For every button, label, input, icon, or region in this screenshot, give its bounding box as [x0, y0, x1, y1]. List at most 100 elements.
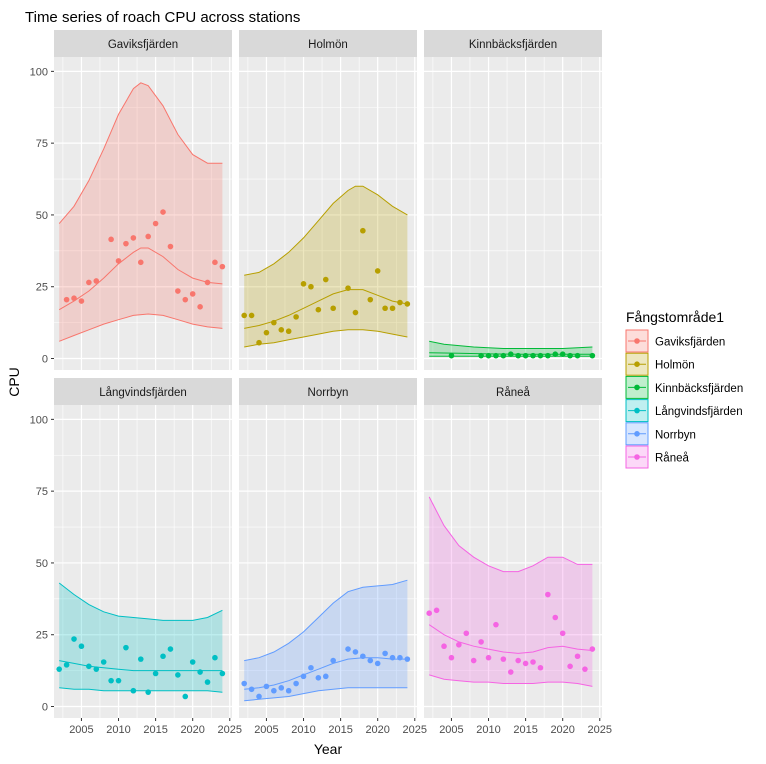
- lower-bound-line-gaviksfjarden: [59, 313, 223, 342]
- data-point-norrbyn: [271, 687, 277, 694]
- y-tick-label: 0: [42, 354, 48, 366]
- data-point-kinnbacksfjarden: [574, 352, 581, 359]
- y-tick-label: 75: [36, 138, 48, 150]
- x-tick-label: 2010: [291, 724, 315, 736]
- panel-background-holmon: [239, 57, 417, 370]
- data-point-holmon: [397, 299, 403, 306]
- data-point-kinnbacksfjarden: [522, 352, 529, 359]
- data-point-ranea: [448, 654, 455, 661]
- legend-label-gaviksfjarden: Gaviksfjärden: [655, 337, 725, 349]
- legend-label-kinnbacksfjarden: Kinnbäcksfjärden: [655, 383, 743, 395]
- data-point-norrbyn: [374, 660, 381, 667]
- legend-item-ranea: Råneå: [625, 445, 689, 469]
- data-point-langvindsfjarden: [93, 666, 100, 672]
- data-point-holmon: [241, 312, 247, 319]
- upper-bound-line-norrbyn: [244, 579, 408, 662]
- legend-item-norrbyn: Norrbyn: [625, 422, 696, 446]
- data-point-holmon: [271, 319, 277, 326]
- data-point-langvindsfjarden: [123, 644, 129, 651]
- data-point-kinnbacksfjarden: [515, 352, 521, 359]
- data-point-holmon: [360, 227, 366, 234]
- panel-kinnbacksfjarden: Kinnbäcksfjärden: [424, 30, 602, 370]
- fitted-line-gaviksfjarden: [58, 247, 223, 311]
- data-point-ranea: [530, 659, 536, 665]
- facet-strip-label-kinnbacksfjarden: Kinnbäcksfjärden: [469, 39, 557, 51]
- x-tick-label: 2005: [439, 724, 463, 736]
- data-point-gaviksfjarden: [219, 263, 226, 270]
- data-point-langvindsfjarden: [160, 653, 166, 660]
- data-point-gaviksfjarden: [145, 233, 151, 240]
- data-point-ranea: [478, 639, 484, 645]
- data-point-norrbyn: [300, 673, 307, 680]
- x-tick-label: 2015: [328, 724, 352, 736]
- upper-bound-line-kinnbacksfjarden: [429, 340, 593, 349]
- confidence-band-ranea: [429, 496, 593, 687]
- upper-bound-line-ranea: [428, 496, 593, 573]
- panel-background-kinnbacksfjarden: [424, 57, 602, 370]
- data-point-ranea: [515, 657, 521, 664]
- data-point-langvindsfjarden: [167, 646, 174, 652]
- panel-ranea: Råneå 2005 2010 2015 2020 2025: [424, 378, 612, 736]
- data-point-langvindsfjarden: [130, 687, 137, 694]
- data-point-kinnbacksfjarden: [507, 351, 514, 358]
- data-point-norrbyn: [404, 656, 411, 662]
- upper-bound-line-gaviksfjarden: [58, 82, 223, 224]
- y-tick-label: 50: [36, 558, 48, 570]
- data-point-norrbyn: [397, 654, 403, 661]
- confidence-band-gaviksfjarden: [59, 82, 223, 342]
- data-point-holmon: [367, 296, 374, 303]
- data-point-holmon: [256, 339, 262, 346]
- data-point-ranea: [507, 669, 514, 675]
- data-point-ranea: [441, 643, 447, 650]
- data-point-gaviksfjarden: [152, 220, 159, 227]
- data-point-ranea: [426, 610, 432, 616]
- data-point-langvindsfjarden: [204, 679, 211, 685]
- facet-strip-label-langvindsfjarden: Långvindsfjärden: [99, 387, 187, 399]
- facet-strip-label-holmon: Holmön: [308, 39, 348, 51]
- data-point-langvindsfjarden: [56, 666, 62, 672]
- lower-bound-line-ranea: [429, 674, 593, 687]
- data-point-gaviksfjarden: [160, 209, 166, 215]
- data-point-gaviksfjarden: [123, 240, 129, 247]
- panel-background-gaviksfjarden: [54, 57, 232, 370]
- data-point-kinnbacksfjarden: [545, 352, 551, 359]
- data-point-norrbyn: [389, 654, 396, 661]
- data-point-norrbyn: [241, 680, 247, 687]
- x-tick-label: 2020: [550, 724, 574, 736]
- data-point-langvindsfjarden: [100, 659, 107, 665]
- data-point-gaviksfjarden: [204, 279, 211, 286]
- y-tick-label: 25: [36, 282, 48, 294]
- y-tick-label: 50: [36, 210, 48, 222]
- data-point-holmon: [345, 285, 351, 291]
- data-point-holmon: [374, 268, 381, 274]
- data-point-kinnbacksfjarden: [537, 352, 544, 359]
- legend-key-point: [634, 407, 640, 414]
- data-point-holmon: [404, 301, 411, 307]
- data-point-langvindsfjarden: [115, 677, 122, 684]
- legend-label-langvindsfjarden: Långvindsfjärden: [655, 406, 743, 418]
- y-tick-label: 0: [42, 702, 48, 714]
- data-point-ranea: [574, 653, 581, 660]
- legend-item-gaviksfjarden: Gaviksfjärden: [625, 329, 725, 353]
- data-point-norrbyn: [308, 664, 314, 671]
- data-point-norrbyn: [330, 657, 336, 664]
- data-point-langvindsfjarden: [108, 677, 114, 684]
- data-point-kinnbacksfjarden: [559, 351, 566, 358]
- data-point-langvindsfjarden: [219, 670, 226, 677]
- x-tick-label: 2020: [180, 724, 204, 736]
- data-point-ranea: [470, 657, 477, 664]
- y-axis-title: CPU: [6, 367, 22, 397]
- legend-key-point: [634, 361, 640, 368]
- fitted-line-ranea: [428, 624, 593, 654]
- legend-key-point: [634, 454, 640, 460]
- x-tick-label: 2005: [69, 724, 93, 736]
- chart-title: Time series of roach CPU across stations: [25, 9, 300, 26]
- data-point-langvindsfjarden: [71, 636, 77, 642]
- data-point-gaviksfjarden: [78, 298, 85, 304]
- data-point-gaviksfjarden: [212, 259, 218, 266]
- data-point-ranea: [500, 656, 507, 662]
- data-point-ranea: [567, 663, 573, 670]
- data-point-holmon: [300, 281, 307, 287]
- data-point-gaviksfjarden: [167, 243, 174, 250]
